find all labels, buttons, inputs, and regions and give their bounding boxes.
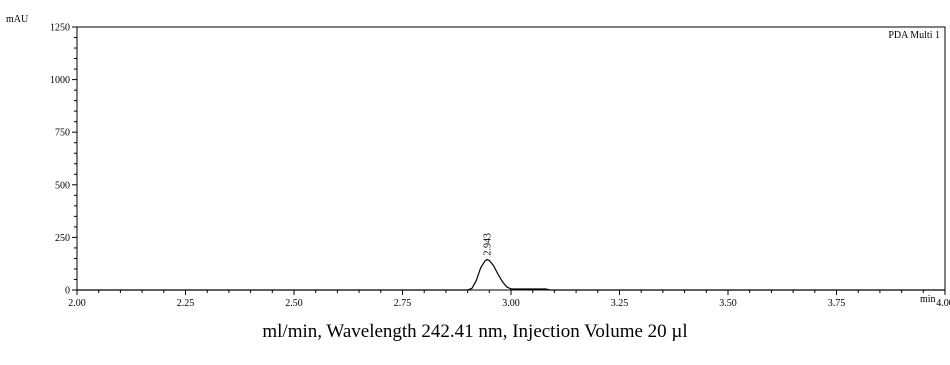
y-tick-label-4: 1000 bbox=[50, 75, 70, 86]
peak-label-0: 2.943 bbox=[482, 233, 493, 255]
x-tick-label-2: 2.50 bbox=[285, 298, 303, 309]
figure-caption: ml/min, Wavelength 242.41 nm, Injection … bbox=[262, 321, 688, 342]
y-unit-label: mAU bbox=[6, 14, 29, 25]
series-layer bbox=[77, 258, 945, 291]
x-axis: 2.00 2.25 2.50 2.75 3.00 3.25 3.50 3.75 4.00 bbox=[68, 290, 950, 309]
y-tick-label-1: 250 bbox=[55, 233, 70, 244]
x-tick-label-1: 2.25 bbox=[177, 298, 195, 309]
y-tick-label-2: 500 bbox=[55, 180, 70, 191]
annotation-layer: 2.943 bbox=[482, 233, 493, 255]
x-tick-label-5: 3.25 bbox=[611, 298, 629, 309]
x-tick-label-3: 2.75 bbox=[394, 298, 412, 309]
x-tick-label-6: 3.50 bbox=[719, 298, 737, 309]
legend-label: PDA Multi 1 bbox=[888, 30, 940, 41]
x-tick-label-0: 2.00 bbox=[68, 298, 86, 309]
x-tick-label-8: 4.00 bbox=[936, 298, 950, 309]
x-tick-label-7: 3.75 bbox=[828, 298, 846, 309]
y-tick-label-5: 1250 bbox=[50, 23, 70, 34]
x-unit-label: min bbox=[920, 294, 936, 305]
y-axis: 0 250 500 750 1000 1250 bbox=[50, 23, 77, 297]
y-tick-label-0: 0 bbox=[65, 286, 70, 297]
x-tick-label-4: 3.00 bbox=[502, 298, 520, 309]
plot-area bbox=[76, 26, 946, 291]
chromatogram-trace-0 bbox=[77, 258, 945, 291]
y-tick-label-3: 750 bbox=[55, 128, 70, 139]
chromatogram-chart: 0 250 500 750 1000 1250 2.00 2.25 2.50 2.75 3.00 3… bbox=[6, 14, 950, 309]
